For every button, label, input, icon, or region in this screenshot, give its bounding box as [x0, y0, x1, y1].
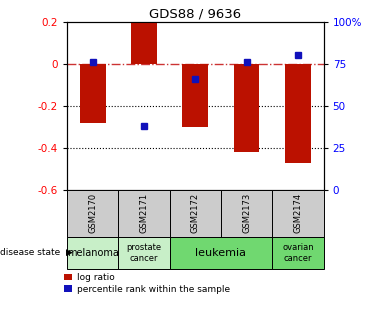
Bar	[131, 22, 157, 64]
Bar	[118, 190, 170, 237]
Text: ovarian
cancer: ovarian cancer	[282, 243, 314, 262]
Text: leukemia: leukemia	[195, 248, 247, 258]
Bar	[183, 64, 208, 127]
Text: GSM2170: GSM2170	[88, 193, 97, 234]
Bar	[272, 237, 324, 269]
Legend: log ratio, percentile rank within the sample: log ratio, percentile rank within the sa…	[64, 273, 230, 294]
Bar	[80, 64, 105, 123]
Bar	[118, 237, 170, 269]
Bar	[285, 64, 311, 163]
Text: GSM2171: GSM2171	[139, 193, 149, 234]
Bar	[170, 237, 272, 269]
Bar	[221, 190, 272, 237]
Text: GSM2174: GSM2174	[293, 193, 303, 234]
Text: GSM2172: GSM2172	[191, 193, 200, 234]
Text: disease state  ▶: disease state ▶	[0, 248, 73, 257]
Text: prostate
cancer: prostate cancer	[126, 243, 162, 262]
Bar	[272, 190, 324, 237]
Bar	[67, 190, 118, 237]
Text: melanoma: melanoma	[67, 248, 119, 258]
Bar	[67, 237, 118, 269]
Title: GDS88 / 9636: GDS88 / 9636	[149, 8, 241, 21]
Bar	[234, 64, 260, 152]
Text: GSM2173: GSM2173	[242, 193, 251, 234]
Bar	[170, 190, 221, 237]
